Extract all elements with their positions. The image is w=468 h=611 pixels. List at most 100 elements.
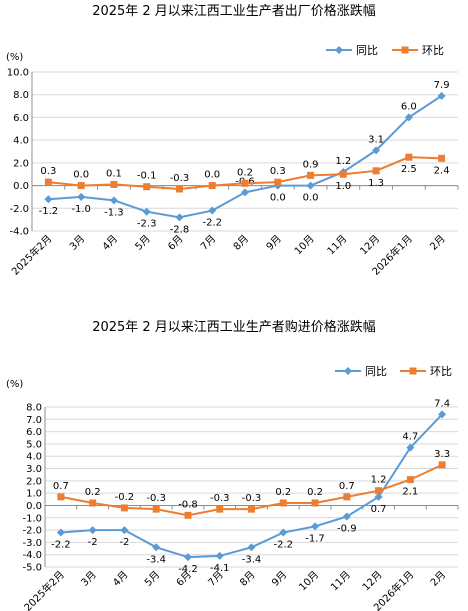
mom-point-marker <box>89 499 97 507</box>
ex-factory-price-chart-svg: 2025年 2 月以来江西工业生产者出厂价格涨跌幅 (%) 10.0 8.0 6.0… <box>6 3 459 278</box>
ex-factory-price-chart: 2025年 2 月以来江西工业生产者出厂价格涨跌幅 (%) 10.0 8.0 6.0… <box>0 0 468 300</box>
yoy-data-label: -2.2 <box>202 218 222 229</box>
mom-point-marker <box>372 167 380 175</box>
yoy-point-marker <box>44 195 53 204</box>
purchase-price-chart-svg: 2025年 2 月以来江西工业生产者购进价格涨跌幅 (%) 8.07.06.05… <box>6 319 459 611</box>
yoy-point-marker <box>241 188 249 197</box>
y-tick-label: 6.0 <box>13 113 29 124</box>
yoy-data-label: 3.1 <box>368 134 384 145</box>
mom-data-label: 0.7 <box>53 481 69 492</box>
x-category-label: 2025年2月 <box>21 568 67 611</box>
yoy-point-marker <box>208 206 217 215</box>
mom-point-marker <box>208 182 216 190</box>
x-category-label: 12月 <box>360 569 385 594</box>
yoy-point-marker <box>406 443 415 452</box>
purchase-price-chart: 2025年 2 月以来江西工业生产者购进价格涨跌幅 (%) 8.0 7.0 6.0 5… <box>0 305 468 611</box>
yoy-data-label: -4.2 <box>178 564 198 575</box>
x-category-label: 3月 <box>67 233 87 253</box>
x-category-label: 3月 <box>79 569 99 589</box>
yoy-point-marker <box>374 492 383 501</box>
y-tick-label: 8.0 <box>13 90 29 101</box>
x-category-label: 9月 <box>269 569 289 589</box>
yoy-data-label: -1.2 <box>39 206 59 217</box>
y-tick-label: 2.0 <box>26 476 42 487</box>
mom-point-marker <box>311 499 319 507</box>
yoy-data-label: -4.1 <box>210 563 230 574</box>
yoy-data-label: -2.8 <box>170 224 190 235</box>
yoy-point-marker <box>372 146 381 155</box>
yoy-point-marker <box>437 91 446 100</box>
mom-data-label: 0.3 <box>270 166 286 177</box>
mom-data-label: -0.1 <box>137 171 157 182</box>
yoy-data-label: -1.0 <box>71 204 91 215</box>
y-tick-label: 8.0 <box>26 403 42 414</box>
yoy-data-label: -3.4 <box>146 554 166 565</box>
legend-label: 环比 <box>422 44 444 57</box>
y-tick-label: 5.0 <box>26 439 42 450</box>
x-category-label: 10月 <box>297 569 322 594</box>
mom-point-marker <box>274 178 282 186</box>
legend-marker <box>401 46 409 54</box>
x-category-label: 11月 <box>328 569 353 594</box>
mom-point-marker <box>57 493 65 501</box>
x-category-label: 2025年2月 <box>9 232 55 278</box>
yoy-point-marker <box>306 181 315 190</box>
yoy-point-marker <box>311 522 320 531</box>
mom-point-marker <box>375 487 383 495</box>
y-tick-label: 4.0 <box>26 452 42 463</box>
legend-label: 同比 <box>356 44 378 57</box>
y-tick-label: 0.0 <box>13 181 29 192</box>
yoy-point-marker <box>56 528 65 537</box>
yoy-data-label: -1.7 <box>305 533 325 544</box>
yoy-data-label: 0.0 <box>303 193 319 204</box>
x-category-label: 4月 <box>110 569 130 589</box>
mom-point-marker <box>438 154 446 162</box>
x-category-label: 12月 <box>358 233 383 258</box>
mom-point-marker <box>143 183 151 191</box>
x-category-label: 7月 <box>198 233 218 253</box>
y-tick-label: -4.0 <box>9 227 29 238</box>
x-category-label: 4月 <box>100 233 120 253</box>
y-tick-label: 1.0 <box>26 489 42 500</box>
x-category-label: 9月 <box>264 233 284 253</box>
yoy-point-marker <box>183 553 192 562</box>
mom-data-label: 1.2 <box>371 475 387 486</box>
yoy-point-marker <box>438 410 447 419</box>
mom-data-label: 1.3 <box>368 178 384 189</box>
x-category-label: 8月 <box>238 569 258 589</box>
mom-data-label: 0.0 <box>204 170 220 181</box>
yoy-data-label: 7.9 <box>434 80 450 91</box>
y-tick-label: 3.0 <box>26 464 42 475</box>
y-tick-label: -3.0 <box>22 538 42 549</box>
x-category-label: 8月 <box>231 233 251 253</box>
mom-point-marker <box>343 493 351 501</box>
mom-data-label: 0.0 <box>73 170 89 181</box>
mom-point-marker <box>152 505 160 513</box>
yoy-point-marker <box>142 207 151 216</box>
mom-point-marker <box>248 505 255 513</box>
yoy-point-marker <box>342 512 351 521</box>
yoy-data-label: -2.3 <box>137 219 157 230</box>
yoy-data-label: -2 <box>88 537 98 548</box>
yoy-series-line <box>48 95 443 219</box>
yoy-point-marker <box>152 543 161 552</box>
yoy-data-label: -2.2 <box>274 540 294 551</box>
y-tick-label: -5.0 <box>22 563 42 574</box>
mom-data-label: 1.0 <box>335 181 351 192</box>
x-category-label: 6月 <box>166 233 186 253</box>
x-category-label: 11月 <box>325 233 350 258</box>
legend-label: 环比 <box>430 365 452 378</box>
yoy-data-label: 1.2 <box>335 156 351 167</box>
mom-point-marker <box>438 461 446 469</box>
mom-data-label: 2.5 <box>401 164 417 175</box>
x-category-label: 10月 <box>292 233 317 258</box>
mom-point-marker <box>44 178 52 186</box>
mom-point-marker <box>110 180 118 188</box>
chart-title: 2025年 2 月以来江西工业生产者出厂价格涨跌幅 <box>92 3 376 19</box>
x-category-label: 2月 <box>428 569 448 589</box>
y-tick-label: 2.0 <box>13 158 29 169</box>
legend-marker <box>409 367 417 375</box>
yoy-data-label: -3.4 <box>242 554 262 565</box>
mom-point-marker <box>175 185 183 193</box>
mom-point-marker <box>405 153 413 161</box>
